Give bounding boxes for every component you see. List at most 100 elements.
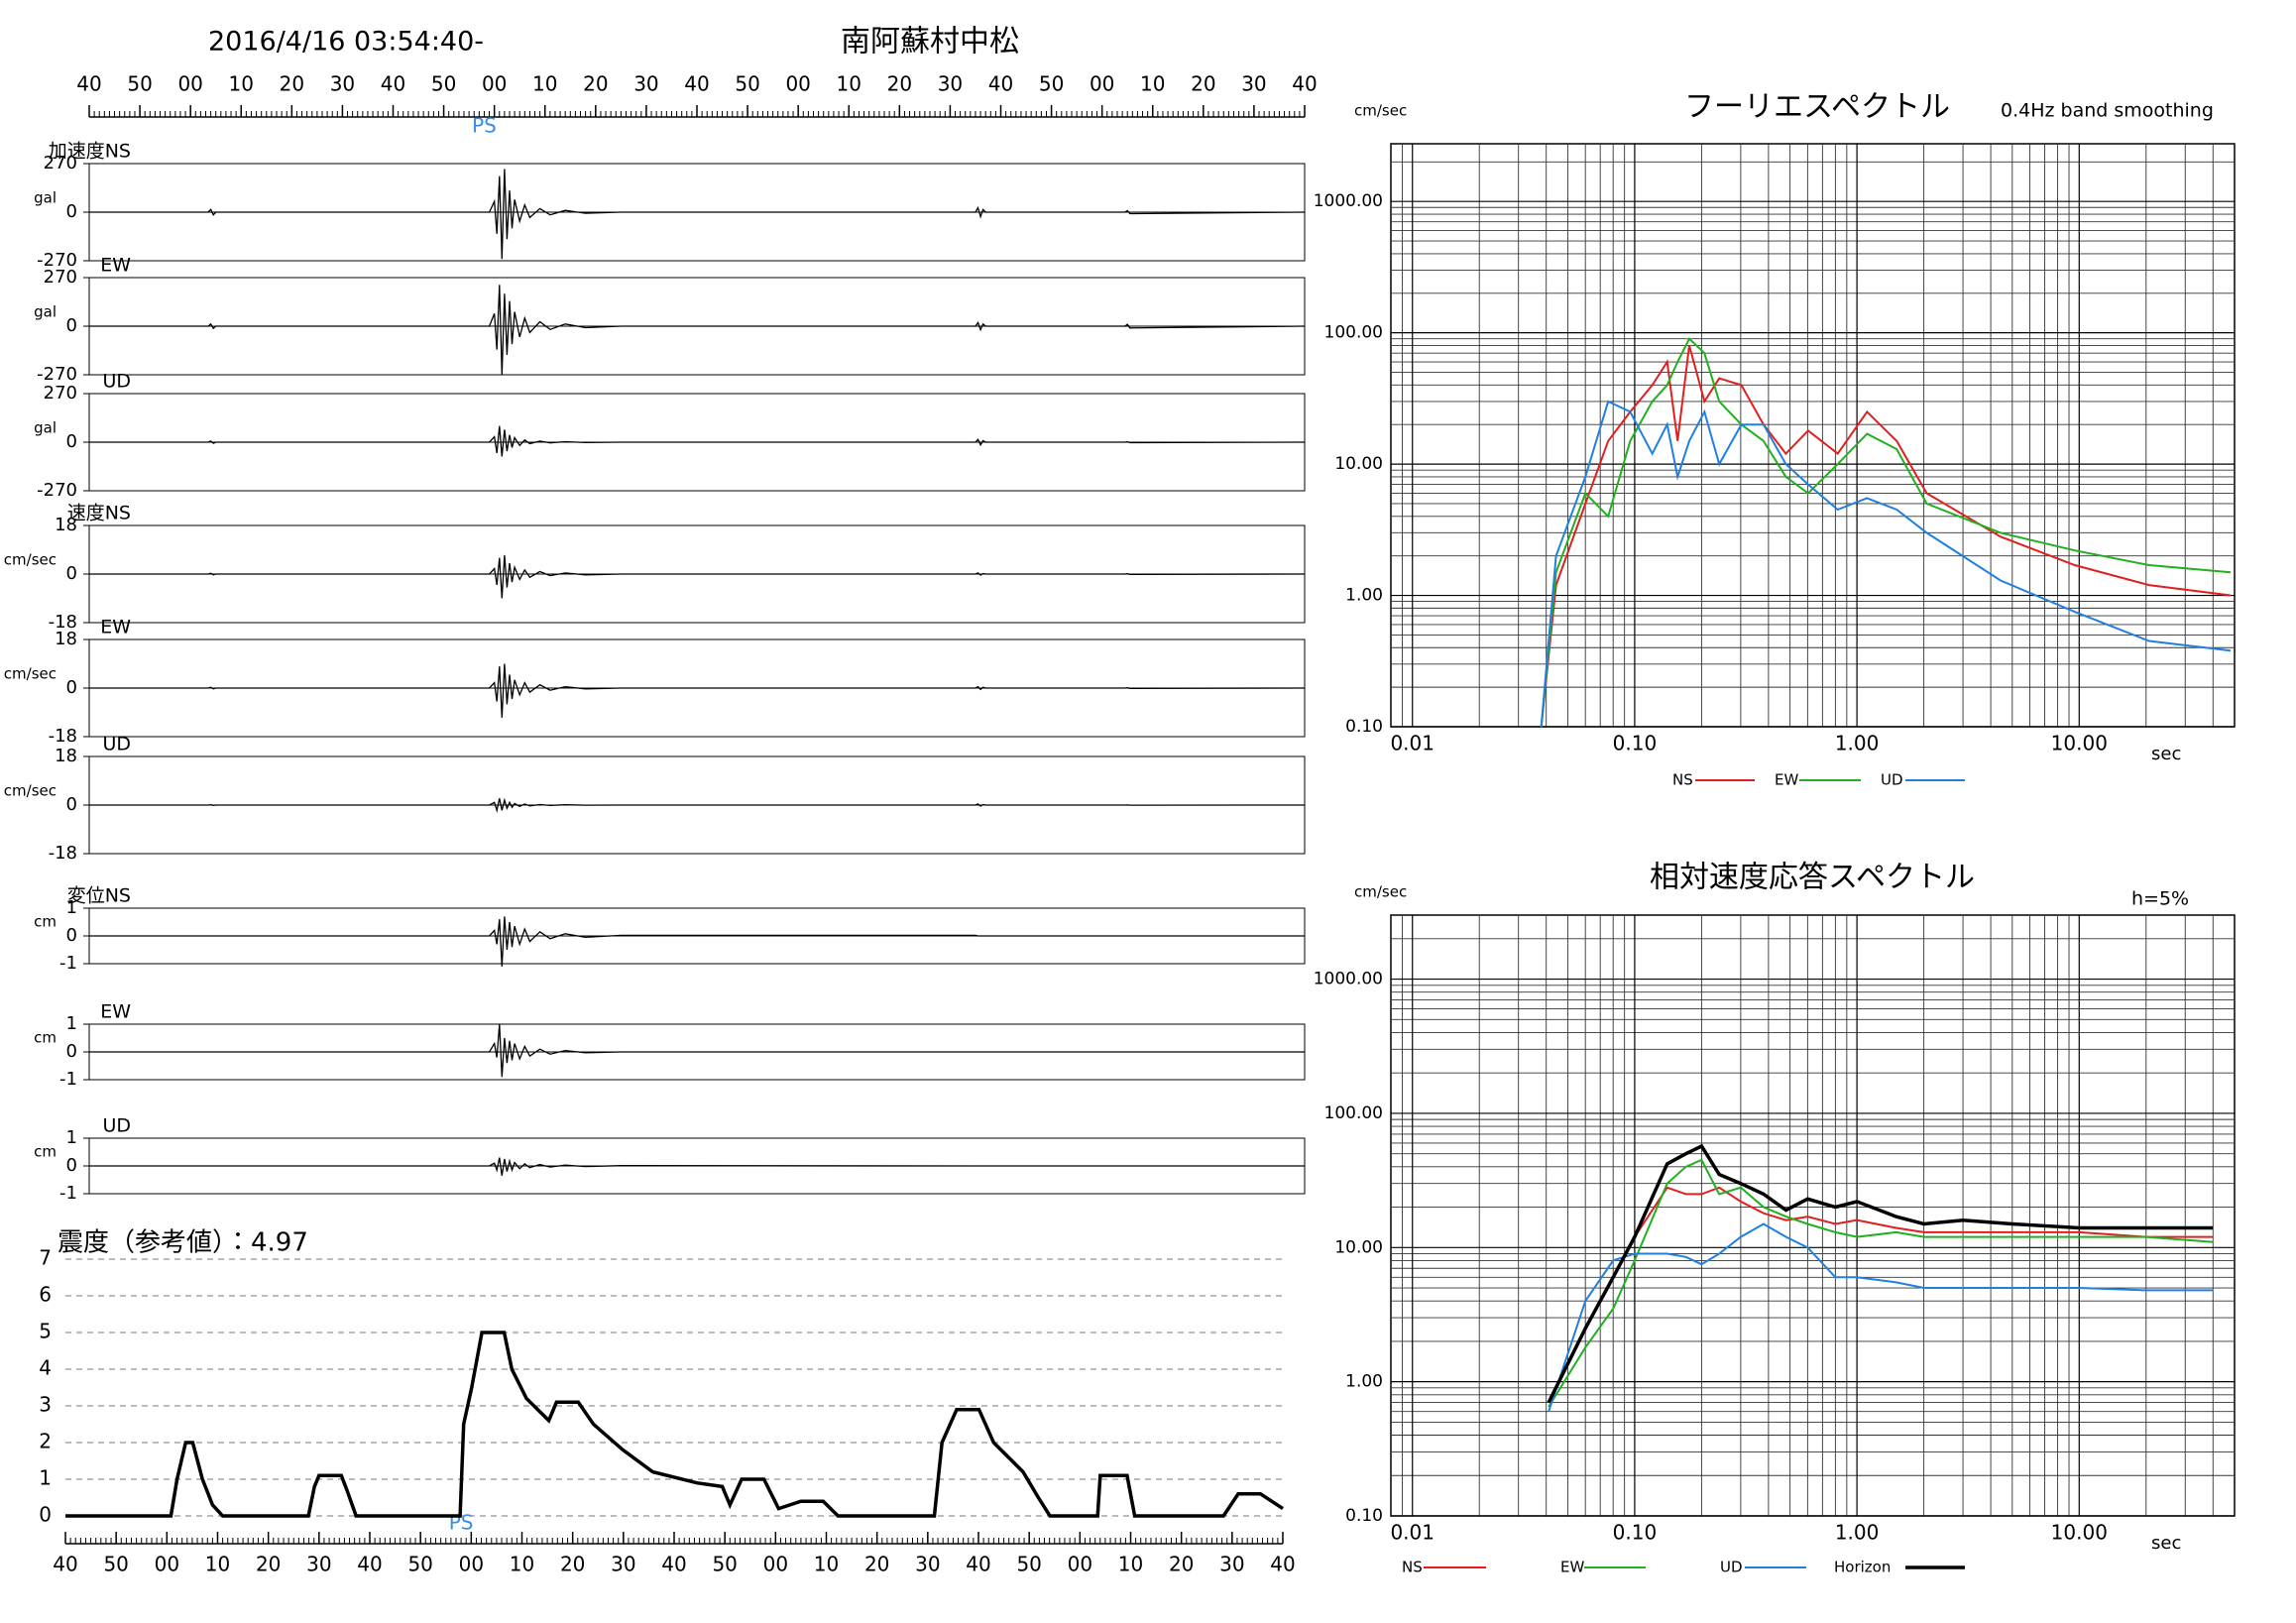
y-tick-label: 1 — [66, 1127, 77, 1148]
y-tick-label: 0 — [66, 1155, 77, 1176]
y-tick-label: 0.10 — [1345, 1506, 1383, 1526]
x-tick-label: 20 — [583, 72, 608, 96]
y-tick-label: -270 — [37, 364, 77, 385]
waveform — [89, 285, 1306, 376]
y-tick-label: 0 — [39, 1503, 52, 1527]
y-axis-unit: cm/sec — [1354, 883, 1407, 901]
x-tick-label: 20 — [256, 1553, 281, 1576]
y-tick-label: 0 — [66, 794, 77, 815]
y-tick-label: 100.00 — [1324, 323, 1383, 343]
legend-label: UD — [1720, 1559, 1743, 1576]
x-tick-label: 20 — [887, 72, 912, 96]
x-axis-unit: sec — [2151, 744, 2181, 764]
x-tick-label: 10 — [229, 72, 254, 96]
waveform — [89, 916, 1305, 967]
x-tick-label: 40 — [1270, 1553, 1295, 1576]
y-axis-unit: cm/sec — [1354, 102, 1407, 120]
waveform — [89, 169, 1306, 260]
panel-unit: cm — [34, 913, 57, 931]
spectrum-line — [1548, 1186, 2214, 1404]
x-tick-label: 40 — [988, 72, 1013, 96]
x-tick-label: 40 — [53, 1553, 77, 1576]
y-tick-label: 5 — [39, 1320, 52, 1343]
panel-name: EW — [100, 1001, 131, 1023]
x-tick-label: 00 — [763, 1553, 788, 1576]
x-tick-label: 00 — [785, 72, 810, 96]
y-tick-label: -270 — [37, 480, 77, 501]
spectrum-line — [1540, 400, 2232, 728]
y-tick-label: -270 — [37, 250, 77, 271]
x-tick-label: 00 — [1068, 1553, 1092, 1576]
y-tick-label: 0 — [66, 1041, 77, 1062]
x-tick-label: 10 — [1118, 1553, 1143, 1576]
panel-unit: cm — [34, 1143, 57, 1161]
x-tick-label: 40 — [357, 1553, 382, 1576]
y-tick-label: 0 — [66, 201, 77, 222]
panel-name: EW — [100, 617, 131, 638]
x-tick-label: 10.00 — [2051, 732, 2108, 755]
x-tick-label: 30 — [633, 72, 658, 96]
panel-unit: gal — [34, 419, 57, 437]
waveform — [89, 425, 1306, 457]
legend-label: EW — [1775, 771, 1798, 789]
x-tick-label: 10 — [814, 1553, 839, 1576]
x-axis-unit: sec — [2151, 1533, 2181, 1554]
x-tick-label: 10 — [1140, 72, 1165, 96]
chart-subtitle: h=5% — [2131, 888, 2189, 910]
x-tick-label: 30 — [611, 1553, 635, 1576]
spectrum-line — [1548, 1222, 2214, 1413]
panel-unit: cm/sec — [4, 665, 57, 683]
waveform — [89, 797, 1306, 813]
x-tick-label: 0.10 — [1613, 732, 1658, 755]
y-tick-label: 0 — [66, 563, 77, 584]
header-title: 南阿蘇村中松 — [841, 25, 1019, 59]
intensity-line — [65, 1331, 1284, 1518]
panel-name: 変位NS — [67, 885, 131, 907]
y-tick-label: 7 — [39, 1246, 52, 1270]
waveform — [89, 1023, 1305, 1078]
x-tick-label: 00 — [459, 1553, 484, 1576]
panel-name: UD — [102, 734, 131, 755]
legend-label: NS — [1672, 771, 1693, 789]
x-tick-label: 0.01 — [1390, 1521, 1435, 1545]
y-tick-label: -1 — [59, 953, 77, 974]
y-tick-label: -18 — [49, 726, 77, 747]
x-tick-label: 20 — [864, 1553, 889, 1576]
x-tick-label: 40 — [76, 72, 101, 96]
x-tick-label: 1.00 — [1835, 1521, 1880, 1545]
x-tick-label: 50 — [735, 72, 759, 96]
x-tick-label: 50 — [712, 1553, 737, 1576]
y-tick-label: 1 — [66, 897, 77, 918]
panel-name: 速度NS — [67, 503, 131, 524]
waveform — [89, 1157, 1305, 1176]
y-tick-label: 0 — [66, 315, 77, 336]
x-tick-label: 10 — [837, 72, 861, 96]
x-tick-label: 10.00 — [2051, 1521, 2108, 1545]
x-tick-label: 1.00 — [1835, 732, 1880, 755]
chart-title: フーリエスペクトル — [1684, 90, 1950, 125]
panel-name: UD — [102, 1115, 131, 1137]
x-tick-label: 40 — [661, 1553, 686, 1576]
x-tick-label: 50 — [431, 72, 456, 96]
x-tick-label: 30 — [306, 1553, 331, 1576]
y-tick-label: 6 — [39, 1283, 52, 1307]
x-tick-label: 50 — [1039, 72, 1064, 96]
y-tick-label: 0 — [66, 431, 77, 452]
y-tick-label: 2 — [39, 1430, 52, 1453]
legend-label: NS — [1402, 1559, 1423, 1576]
y-tick-label: 18 — [55, 515, 77, 535]
y-tick-label: 1.00 — [1345, 1372, 1383, 1392]
y-tick-label: 100.00 — [1324, 1103, 1383, 1123]
panel-unit: gal — [34, 189, 57, 207]
x-tick-label: 30 — [1241, 72, 1266, 96]
legend-label: UD — [1881, 771, 1903, 789]
x-tick-label: 30 — [1219, 1553, 1244, 1576]
y-tick-label: 0 — [66, 925, 77, 946]
y-tick-label: 10.00 — [1334, 1237, 1383, 1257]
y-tick-label: -18 — [49, 843, 77, 864]
y-tick-label: 4 — [39, 1356, 52, 1380]
y-tick-label: 18 — [55, 746, 77, 766]
x-tick-label: 50 — [1016, 1553, 1041, 1576]
